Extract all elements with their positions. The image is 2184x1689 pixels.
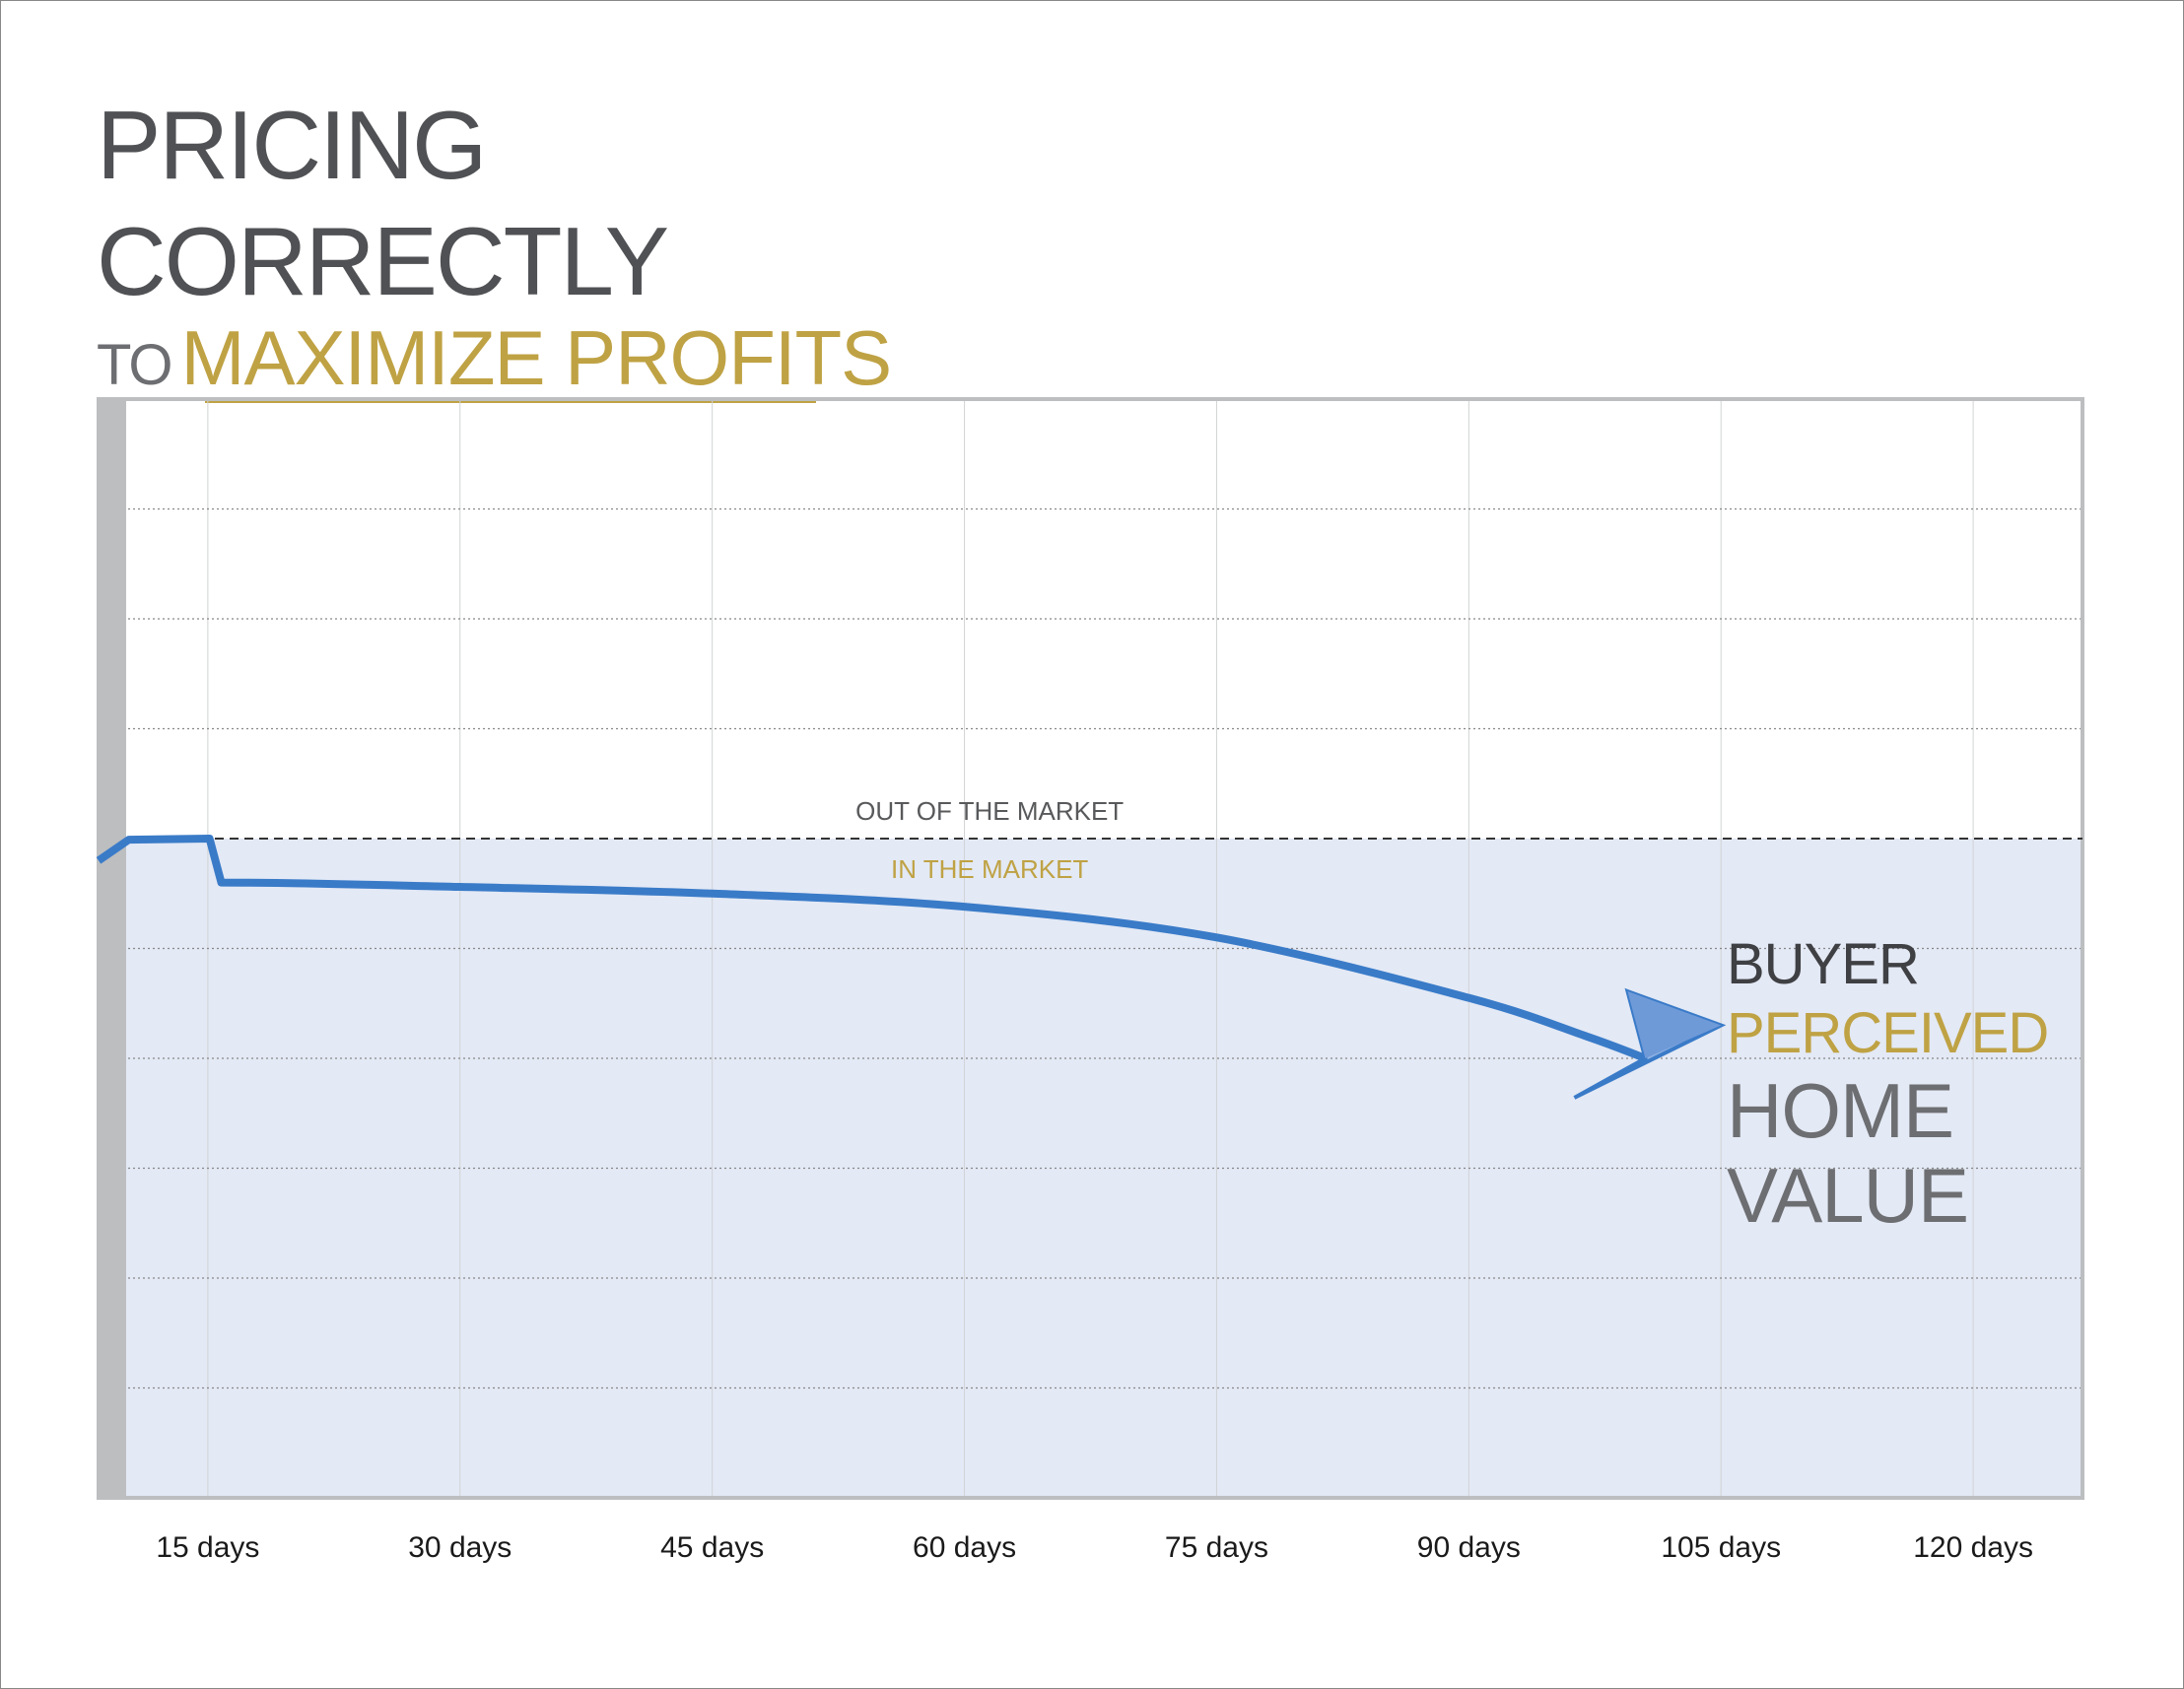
end-label-perceived: PERCEIVED <box>1727 1001 2049 1065</box>
title-line-2: CORRECTLY <box>97 207 669 315</box>
x-tick-label: 60 days <box>913 1531 1016 1564</box>
x-tick-label: 105 days <box>1661 1531 1781 1564</box>
x-tick-label: 15 days <box>156 1531 259 1564</box>
x-tick-label: 90 days <box>1417 1531 1521 1564</box>
end-label: BUYER PERCEIVED HOME VALUE <box>1727 930 2049 1239</box>
end-label-home: HOME <box>1727 1067 1954 1154</box>
x-tick-label: 45 days <box>660 1531 764 1564</box>
annotation-out-of-market: OUT OF THE MARKET <box>855 796 1124 826</box>
x-tick-label: 75 days <box>1165 1531 1268 1564</box>
subtitle-highlight: MAXIMIZE PROFITS <box>180 314 893 401</box>
title-line-1: PRICING <box>97 91 487 199</box>
end-label-buyer: BUYER <box>1727 932 1920 996</box>
annotation-in-market: IN THE MARKET <box>891 854 1088 884</box>
x-tick-label: 30 days <box>408 1531 512 1564</box>
subtitle-prefix: TO <box>97 333 172 397</box>
value-line <box>96 835 1647 1062</box>
arrow-head-shade <box>1627 991 1722 1058</box>
left-axis-bar <box>99 399 126 1498</box>
end-label-value: VALUE <box>1727 1152 1969 1239</box>
subtitle: TO MAXIMIZE PROFITS <box>97 313 893 403</box>
x-tick-label: 120 days <box>1913 1531 2033 1564</box>
title-block: PRICING CORRECTLY <box>97 87 669 319</box>
